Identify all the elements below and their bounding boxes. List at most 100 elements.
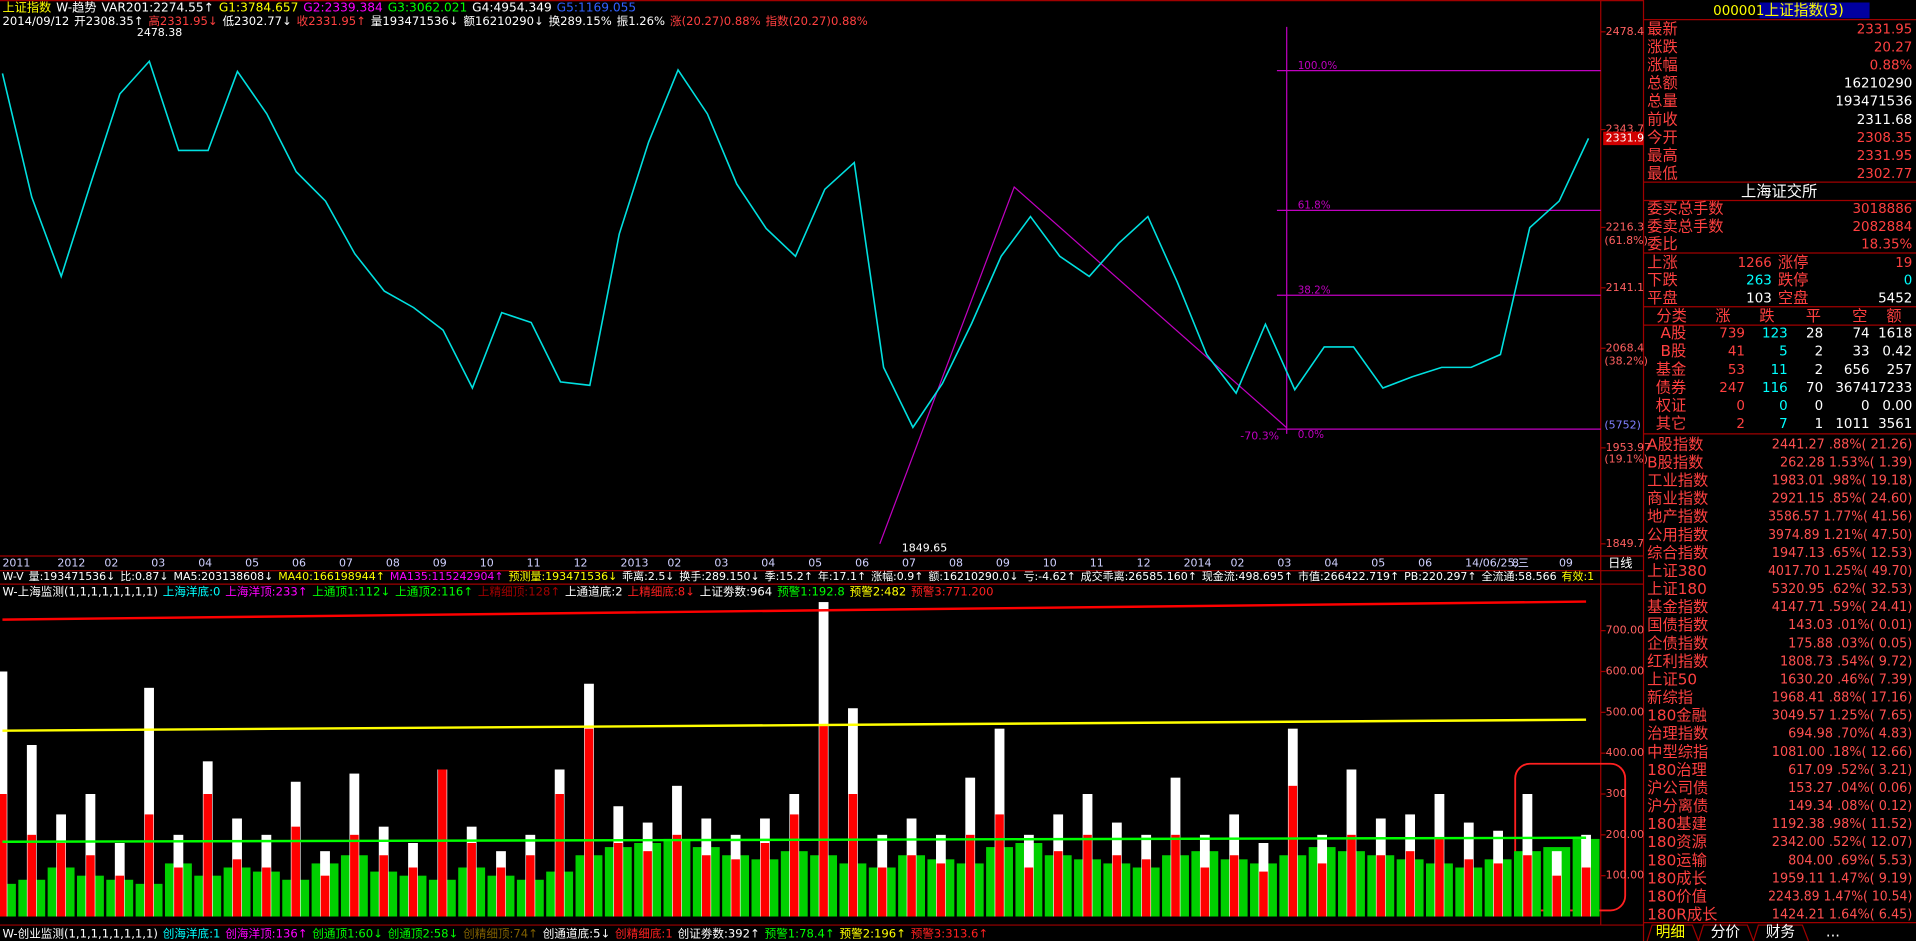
x-tick-label: 02: [667, 556, 681, 569]
table-cell: 3561: [1878, 417, 1912, 432]
x-tick-label: 11: [527, 556, 541, 569]
index-quote: 2441.27 .88%( 21.26): [1772, 437, 1913, 452]
y-tick-label: 400.00: [1606, 746, 1644, 759]
breadth-value: 5452: [1878, 291, 1912, 306]
info-item: 比:0.87↓: [120, 570, 168, 583]
bar: [614, 843, 623, 917]
bar: [965, 834, 975, 917]
order-label: 委卖总手数: [1647, 217, 1723, 235]
table-cell: 0: [1779, 399, 1788, 414]
x-tick-label: 2013: [621, 556, 649, 569]
y-tick-label: 600.00: [1606, 664, 1644, 677]
x-tick-label: 10: [480, 556, 494, 569]
quote-value: 0.88%: [1870, 59, 1913, 74]
bar: [56, 843, 66, 917]
info-item: 成交乖离:26585.160↑: [1081, 569, 1197, 583]
order-value: 2082884: [1852, 220, 1912, 235]
bar: [1141, 859, 1151, 917]
x-tick-label: 05: [1371, 556, 1385, 569]
table-cell: 1011: [1835, 417, 1869, 432]
info-item: PB:220.297↑: [1404, 570, 1477, 583]
fib-label: 38.2%: [1298, 284, 1331, 296]
tab[interactable]: 财务: [1766, 923, 1796, 940]
info-item: G1:3784.657: [219, 0, 299, 14]
info-item: G5:1169.055: [557, 0, 637, 14]
info-item: W-创业监测(1,1,1,1,1,1,1,1): [2, 926, 157, 940]
x-tick-label: 04: [761, 556, 775, 569]
info-item: 预警2:196↑: [840, 926, 906, 940]
table-header: 平: [1806, 307, 1821, 325]
index-quote: 1081.00 .18%( 12.66): [1772, 745, 1913, 760]
x-tick-label: 08: [386, 556, 400, 569]
period-label: 日线: [1608, 556, 1632, 570]
bar: [672, 834, 682, 917]
tab[interactable]: 明细: [1656, 923, 1685, 940]
y-tick-label: 2068.4: [1606, 341, 1644, 354]
order-value: 18.35%: [1861, 238, 1912, 253]
table-cell: A股: [1661, 324, 1687, 342]
tab[interactable]: 分价: [1711, 923, 1741, 940]
annotation: 1849.65: [902, 542, 947, 555]
bar: [291, 826, 300, 917]
bar: [907, 855, 916, 917]
table-cell: 0: [1815, 399, 1824, 414]
info-item: W-趋势: [56, 0, 96, 14]
info-item: 低2302.77↓: [222, 13, 291, 27]
table-cell: 2: [1736, 417, 1745, 432]
x-tick-label: 07: [902, 556, 916, 569]
info-item: W-上海监测(1,1,1,1,1,1,1,1): [2, 584, 157, 598]
quote-value: 16210290: [1844, 77, 1912, 92]
table-cell: 0: [1861, 399, 1870, 414]
table-cell: 7: [1779, 417, 1788, 432]
drawing-tools: [879, 26, 1288, 545]
index-name: 180运输: [1647, 851, 1707, 869]
info-item: 预警3:313.6↑: [911, 926, 988, 940]
breadth-label: 涨停: [1778, 253, 1809, 271]
info-item: 创通顶2:58↓: [388, 926, 459, 940]
bar: [1259, 871, 1268, 917]
y-tick-label: 1953.97: [1606, 441, 1651, 454]
table-cell: 2: [1815, 363, 1824, 378]
bar: [789, 814, 799, 917]
info-item: 量193471536↓: [371, 13, 459, 27]
bar: [1112, 855, 1122, 917]
annotation: 2478.38: [137, 26, 182, 39]
info-item: MA135:115242904↑: [390, 570, 504, 583]
info-item: 乖离:2.5↓: [622, 569, 674, 583]
tab[interactable]: ...: [1826, 923, 1840, 940]
table-cell: 28: [1806, 327, 1823, 342]
table-cell: 1618: [1878, 327, 1912, 342]
index-name: 180治理: [1647, 761, 1707, 779]
info-line: W-V 量:193471536↓ 比:0.87↓ MA5:203138608↓ MA40…: [2, 569, 1594, 583]
info-item: 创精细顶:74↑: [463, 926, 538, 940]
index-name: 上证50: [1647, 670, 1697, 688]
index-quote: 1424.21 1.64%( 6.45): [1772, 908, 1913, 923]
quote-label: 最低: [1647, 165, 1678, 183]
warning-line: [2, 836, 1587, 843]
bar: [262, 867, 271, 917]
info-item: 创通道底:5↓: [543, 926, 610, 940]
info-item: 量:193471536↓: [29, 570, 116, 583]
breadth-label: 上涨: [1647, 253, 1678, 271]
info-item: 额:16210290.0↓: [928, 570, 1018, 583]
annotation: -70.3%: [1240, 429, 1279, 442]
table-cell: 基金: [1656, 360, 1687, 378]
index-quote: 5320.95 .62%( 32.53): [1772, 582, 1913, 597]
index-quote: 2342.00 .52%( 12.07): [1772, 835, 1913, 850]
table-cell: 53: [1728, 363, 1745, 378]
fib-label: 61.8%: [1298, 199, 1331, 211]
bar: [526, 855, 535, 917]
info-item: 开2308.35↑: [74, 13, 143, 27]
bar: [1200, 867, 1210, 917]
index-quote: 1968.41 .88%( 17.16): [1772, 691, 1913, 706]
x-tick-label: 12: [1137, 556, 1151, 569]
x-tick-label: 04: [1324, 556, 1338, 569]
bar: [1405, 851, 1415, 917]
bar: [877, 867, 887, 917]
bar: [1083, 834, 1092, 917]
table-cell: 257: [1887, 363, 1913, 378]
info-item: 创证劵数:392↑: [678, 926, 760, 940]
fib-label: 100.0%: [1298, 60, 1338, 72]
table-header: 涨: [1715, 307, 1730, 325]
bar: [1552, 875, 1562, 917]
